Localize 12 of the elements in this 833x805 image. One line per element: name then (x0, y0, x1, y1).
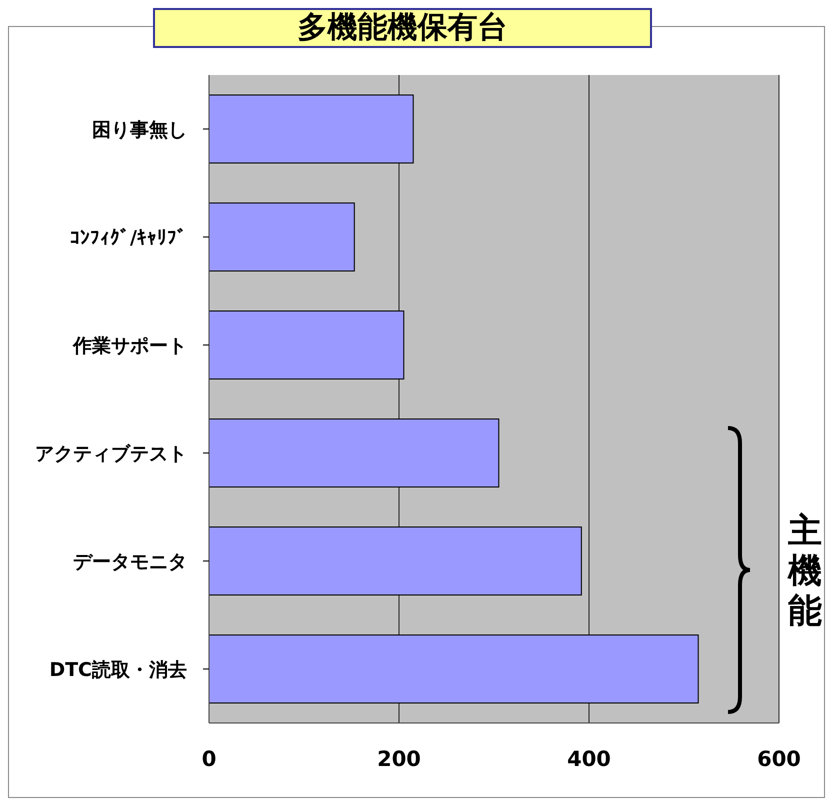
y-tick-label: データモニタ (73, 551, 187, 573)
y-tick-label: ｺﾝﾌｨｸﾞ/ｷｬﾘﾌﾞ (70, 227, 187, 249)
x-tick-label: 400 (567, 746, 611, 771)
chart-title: 多機能機保有台 (153, 8, 652, 48)
y-tick-label: 困り事無し (92, 119, 187, 141)
text: 主機能 (787, 511, 822, 631)
x-tick-label: 200 (377, 746, 421, 771)
y-tick-label: 作業サポート (72, 335, 187, 357)
y-tick-label: DTC読取・消去 (49, 659, 187, 681)
y-tick-label: アクティブテスト (35, 443, 187, 465)
x-tick-label: 600 (757, 746, 801, 771)
x-tick-label: 0 (202, 746, 216, 771)
